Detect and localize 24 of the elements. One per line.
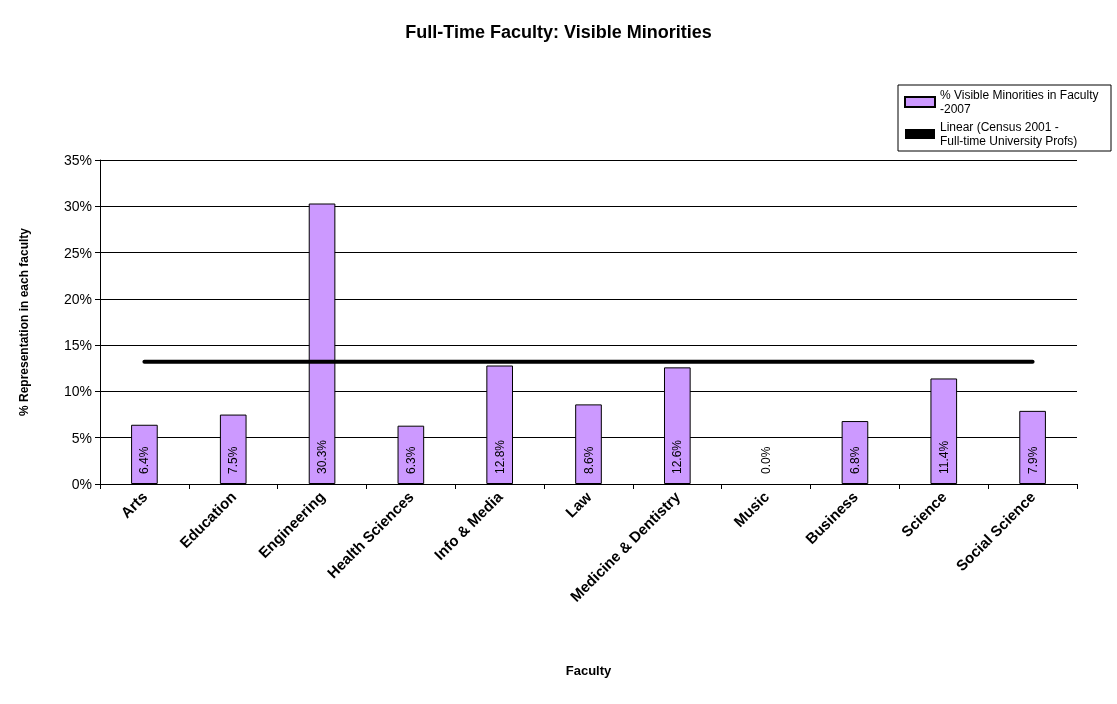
chart-title: Full-Time Faculty: Visible Minorities (405, 22, 712, 42)
y-tick-label: 15% (63, 337, 92, 354)
data-label: 6.8% (847, 446, 862, 474)
y-tick-label: 5% (71, 429, 92, 446)
data-label: 6.3% (403, 446, 418, 474)
data-label: 0.0% (759, 446, 774, 474)
data-label: 6.4% (137, 446, 152, 474)
y-tick-label: 25% (63, 244, 92, 261)
data-label: 12.6% (670, 439, 685, 474)
x-axis-title: Faculty (565, 663, 613, 678)
y-axis-title: % Representation in each faculty (17, 227, 31, 417)
y-tick-label: 35% (63, 152, 92, 168)
y-tick-label: 30% (63, 198, 92, 215)
y-tick-label: 20% (63, 290, 92, 307)
y-tick-label: 0% (71, 476, 92, 492)
data-label: 11.4% (936, 440, 951, 474)
data-label: 30.3% (315, 439, 330, 474)
data-label: 7.9% (1025, 446, 1040, 474)
legend-label: % Visible Minorities in Faculty -2007 (940, 88, 1102, 116)
legend-label: Linear (Census 2001 - Full-time University Profs) (940, 120, 1078, 148)
y-tick-label: 10% (63, 383, 92, 400)
data-label: 7.5% (226, 446, 241, 474)
data-label: 12.8% (492, 439, 507, 474)
data-label: 8.6% (581, 446, 596, 474)
